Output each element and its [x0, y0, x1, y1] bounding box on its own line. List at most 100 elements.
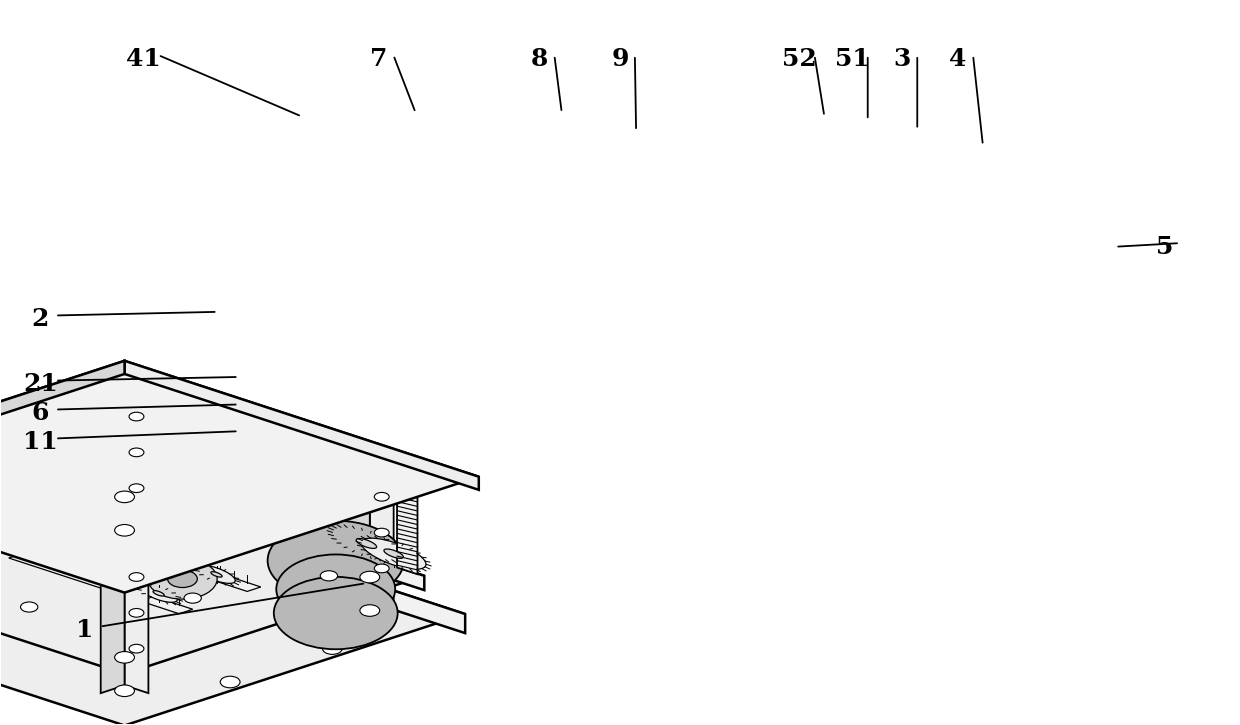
Circle shape: [129, 645, 144, 653]
Circle shape: [374, 492, 389, 501]
Polygon shape: [169, 428, 182, 508]
Text: 7: 7: [370, 46, 387, 70]
Text: 21: 21: [24, 372, 58, 396]
Polygon shape: [149, 428, 182, 439]
Polygon shape: [346, 481, 370, 613]
Polygon shape: [124, 561, 149, 693]
Circle shape: [114, 685, 134, 697]
Polygon shape: [356, 539, 377, 548]
Circle shape: [129, 573, 144, 581]
Circle shape: [129, 448, 144, 457]
Text: 2: 2: [32, 307, 50, 331]
Polygon shape: [140, 472, 157, 480]
Circle shape: [277, 555, 396, 624]
Text: 4: 4: [950, 46, 967, 70]
Circle shape: [114, 524, 134, 536]
Polygon shape: [176, 576, 190, 582]
Circle shape: [2, 538, 22, 550]
Circle shape: [360, 605, 379, 616]
Polygon shape: [332, 527, 401, 560]
Text: 9: 9: [611, 46, 629, 70]
Polygon shape: [346, 481, 393, 497]
Circle shape: [210, 532, 229, 544]
Polygon shape: [78, 542, 123, 563]
Polygon shape: [0, 502, 124, 633]
Polygon shape: [160, 568, 205, 589]
Polygon shape: [100, 561, 124, 693]
Polygon shape: [124, 361, 479, 490]
Polygon shape: [0, 478, 124, 590]
Circle shape: [236, 531, 253, 542]
Circle shape: [129, 413, 144, 421]
Circle shape: [21, 602, 38, 612]
Polygon shape: [36, 424, 69, 442]
Text: 3: 3: [894, 46, 911, 70]
Circle shape: [374, 564, 389, 573]
Polygon shape: [198, 566, 236, 584]
Circle shape: [0, 406, 69, 492]
Circle shape: [114, 491, 134, 502]
Polygon shape: [100, 561, 149, 577]
Circle shape: [320, 571, 337, 581]
Text: 51: 51: [836, 46, 870, 70]
Polygon shape: [0, 478, 424, 674]
Circle shape: [129, 484, 144, 492]
Circle shape: [148, 558, 217, 599]
Polygon shape: [211, 572, 222, 577]
Polygon shape: [109, 538, 120, 544]
Polygon shape: [384, 549, 403, 558]
Circle shape: [360, 571, 379, 583]
Polygon shape: [37, 551, 76, 569]
Text: 41: 41: [125, 46, 160, 70]
Polygon shape: [0, 361, 124, 490]
Polygon shape: [0, 502, 465, 725]
Polygon shape: [36, 447, 69, 466]
Circle shape: [114, 652, 134, 663]
Circle shape: [48, 549, 66, 558]
Polygon shape: [295, 539, 363, 626]
Polygon shape: [153, 591, 164, 596]
Polygon shape: [124, 478, 424, 590]
Text: 11: 11: [24, 430, 58, 454]
Polygon shape: [124, 401, 149, 533]
Text: 52: 52: [782, 46, 817, 70]
Polygon shape: [104, 534, 172, 578]
Circle shape: [0, 442, 57, 514]
Polygon shape: [77, 531, 260, 592]
Text: 6: 6: [32, 401, 50, 425]
Circle shape: [184, 593, 201, 603]
Circle shape: [86, 544, 115, 560]
Circle shape: [274, 577, 398, 650]
Polygon shape: [69, 471, 84, 477]
Polygon shape: [0, 361, 479, 592]
Polygon shape: [124, 502, 465, 633]
Circle shape: [374, 529, 389, 537]
Circle shape: [268, 521, 404, 600]
Text: 1: 1: [76, 618, 93, 642]
Polygon shape: [397, 491, 418, 574]
Polygon shape: [366, 492, 379, 573]
Circle shape: [221, 676, 241, 688]
Circle shape: [346, 577, 366, 589]
Polygon shape: [140, 584, 177, 602]
Circle shape: [0, 462, 63, 542]
Circle shape: [115, 504, 133, 514]
Polygon shape: [53, 463, 100, 485]
Polygon shape: [51, 558, 62, 563]
Circle shape: [66, 532, 135, 572]
Polygon shape: [370, 481, 393, 613]
Polygon shape: [95, 532, 133, 550]
Circle shape: [167, 570, 197, 587]
Polygon shape: [94, 549, 108, 555]
Text: 8: 8: [531, 46, 548, 70]
Circle shape: [322, 643, 342, 655]
Polygon shape: [100, 401, 149, 416]
Polygon shape: [9, 553, 192, 613]
Circle shape: [129, 608, 144, 617]
Text: 5: 5: [1157, 235, 1174, 259]
Polygon shape: [100, 401, 124, 533]
Polygon shape: [0, 426, 16, 513]
Polygon shape: [119, 462, 177, 489]
Polygon shape: [361, 538, 427, 569]
Polygon shape: [36, 476, 69, 494]
